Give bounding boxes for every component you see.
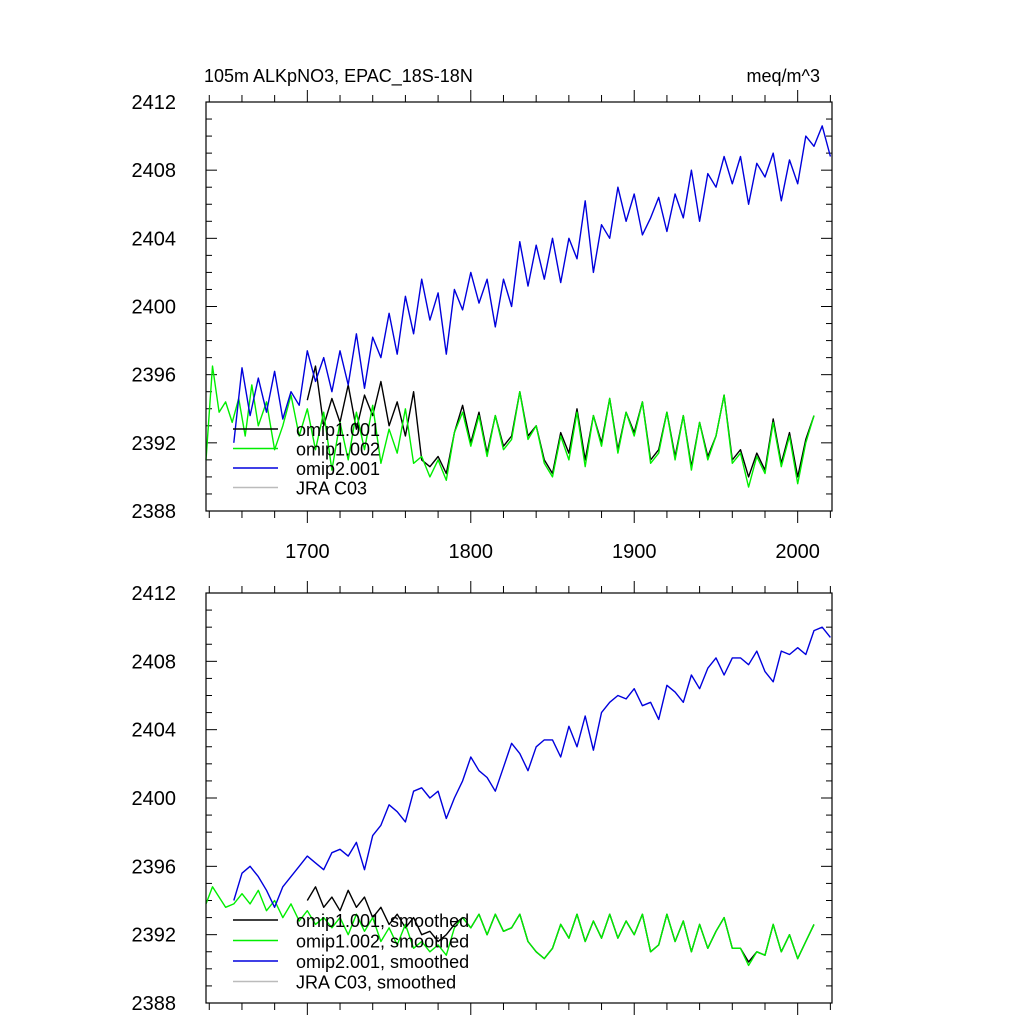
series-line-omip1-002-smoothed <box>205 886 815 967</box>
y-tick-label: 2408 <box>132 160 177 182</box>
y-tick-label: 2396 <box>132 365 177 387</box>
x-tick-label: 1900 <box>612 541 657 563</box>
y-tick-label: 2400 <box>132 788 177 810</box>
x-tick-label: 1700 <box>285 541 330 563</box>
legend-label: omip1.001, smoothed <box>296 911 469 931</box>
chart-units: meq/m^3 <box>747 66 820 86</box>
y-tick-label: 2412 <box>132 92 177 114</box>
y-tick-label: 2388 <box>132 993 177 1015</box>
y-tick-label: 2392 <box>132 925 177 947</box>
plot-frame <box>205 592 833 1004</box>
legend-label: omip1.002 <box>296 440 380 460</box>
series-line-omip2-001 <box>233 125 832 443</box>
y-tick-label: 2408 <box>132 651 177 673</box>
series-line-omip2-001-smoothed <box>233 626 831 908</box>
y-tick-label: 2392 <box>132 433 177 455</box>
y-tick-label: 2404 <box>132 720 177 742</box>
legend-label: omip1.002, smoothed <box>296 932 469 952</box>
chart-panel-2: 2388 2392 2396 2400 2404 2408 2412 omip1.001, s… <box>132 581 833 1015</box>
series-line-omip1-001 <box>306 365 815 478</box>
y-tick-label: 2400 <box>132 297 177 319</box>
legend-label: omip2.001 <box>296 459 380 479</box>
series-line-omip1-002 <box>205 365 815 488</box>
x-tick-label: 2000 <box>775 541 820 563</box>
x-tick-label: 1800 <box>449 541 494 563</box>
y-tick-label: 2388 <box>132 501 177 523</box>
y-tick-label: 2404 <box>132 228 177 250</box>
legend-label: JRA C03 <box>296 479 367 499</box>
y-tick-label: 2412 <box>132 583 177 605</box>
chart-panel-1: 105m ALKpNO3, EPAC_18S-18N meq/m^3 2388 239… <box>132 66 833 563</box>
chart-title: 105m ALKpNO3, EPAC_18S-18N <box>204 66 473 87</box>
legend-label: JRA C03, smoothed <box>296 973 456 993</box>
y-tick-label: 2396 <box>132 856 177 878</box>
legend-label: omip1.001 <box>296 420 380 440</box>
legend-label: omip2.001, smoothed <box>296 952 469 972</box>
plot-frame <box>205 101 833 512</box>
